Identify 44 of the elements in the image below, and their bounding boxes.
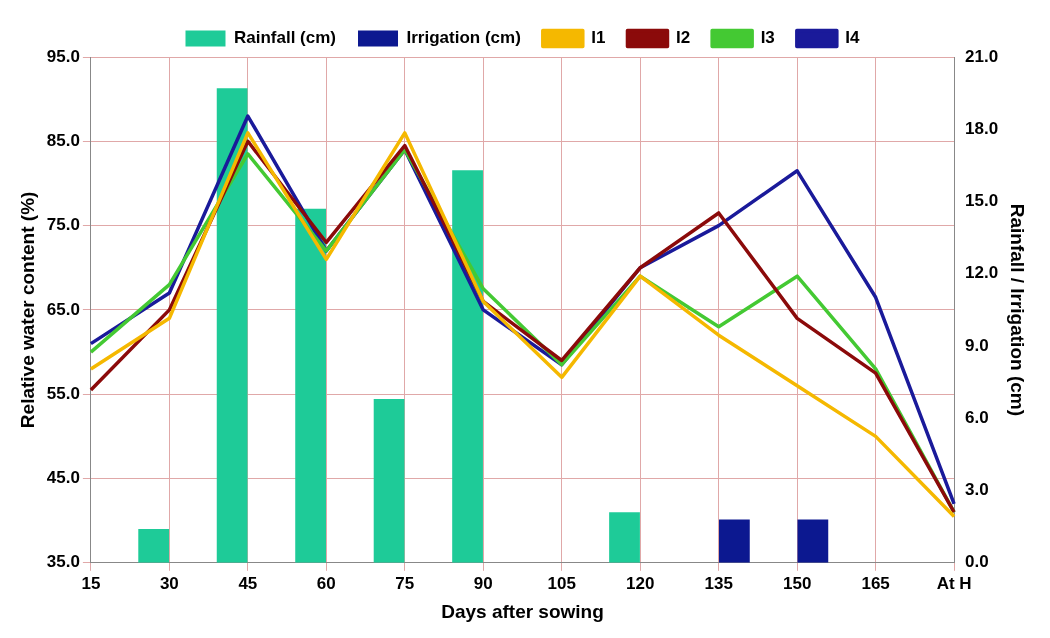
bar bbox=[138, 529, 170, 563]
bar bbox=[452, 170, 483, 563]
x-tick-label: 30 bbox=[159, 573, 179, 593]
bar bbox=[719, 519, 750, 563]
x-tick-label: At H bbox=[936, 573, 972, 593]
y2-tick-label: 6.0 bbox=[965, 407, 989, 427]
y-tick-label: 65.0 bbox=[46, 299, 80, 319]
y-tick-label: 45.0 bbox=[46, 468, 80, 488]
x-tick-label: 150 bbox=[782, 573, 812, 593]
y-tick-label: 55.0 bbox=[46, 383, 80, 403]
x-tick-label: 15 bbox=[81, 573, 101, 593]
bar bbox=[373, 399, 405, 563]
bar bbox=[295, 208, 326, 563]
legend-label: I3 bbox=[760, 28, 775, 48]
y2-axis-title: Rainfall / Irrigation (cm) bbox=[1007, 203, 1029, 416]
y2-tick-label: 15.0 bbox=[965, 191, 999, 211]
legend-label: Rainfall (cm) bbox=[233, 28, 337, 48]
legend-label: Irrigation (cm) bbox=[406, 28, 521, 48]
legend-label: I1 bbox=[591, 28, 606, 48]
y-tick-label: 95.0 bbox=[46, 46, 80, 66]
y2-tick-label: 9.0 bbox=[965, 335, 989, 355]
x-tick-label: 60 bbox=[316, 573, 336, 593]
y2-tick-label: 18.0 bbox=[965, 118, 999, 138]
y2-tick-label: 12.0 bbox=[965, 263, 999, 283]
x-tick-label: 135 bbox=[704, 573, 733, 593]
x-tick-label: 120 bbox=[626, 573, 655, 593]
x-tick-label: 45 bbox=[238, 573, 258, 593]
x-tick-label: 90 bbox=[473, 573, 493, 593]
y2-tick-label: 3.0 bbox=[965, 480, 989, 500]
y2-tick-label: 0.0 bbox=[965, 552, 989, 572]
bar bbox=[797, 519, 829, 563]
y-axis-title: Relative water content (%) bbox=[16, 191, 38, 429]
y2-tick-label: 21.0 bbox=[965, 46, 999, 66]
x-tick-label: 165 bbox=[861, 573, 890, 593]
bar bbox=[609, 512, 640, 563]
y-tick-label: 75.0 bbox=[46, 215, 80, 235]
x-tick-label: 75 bbox=[395, 573, 415, 593]
y-tick-label: 35.0 bbox=[46, 552, 80, 572]
y-tick-label: 85.0 bbox=[46, 130, 80, 150]
legend-label: I2 bbox=[675, 28, 691, 48]
x-axis-title: Days after sowing bbox=[441, 600, 604, 622]
legend-label: I4 bbox=[845, 28, 861, 48]
x-tick-label: 105 bbox=[547, 573, 576, 593]
bar bbox=[216, 88, 248, 563]
